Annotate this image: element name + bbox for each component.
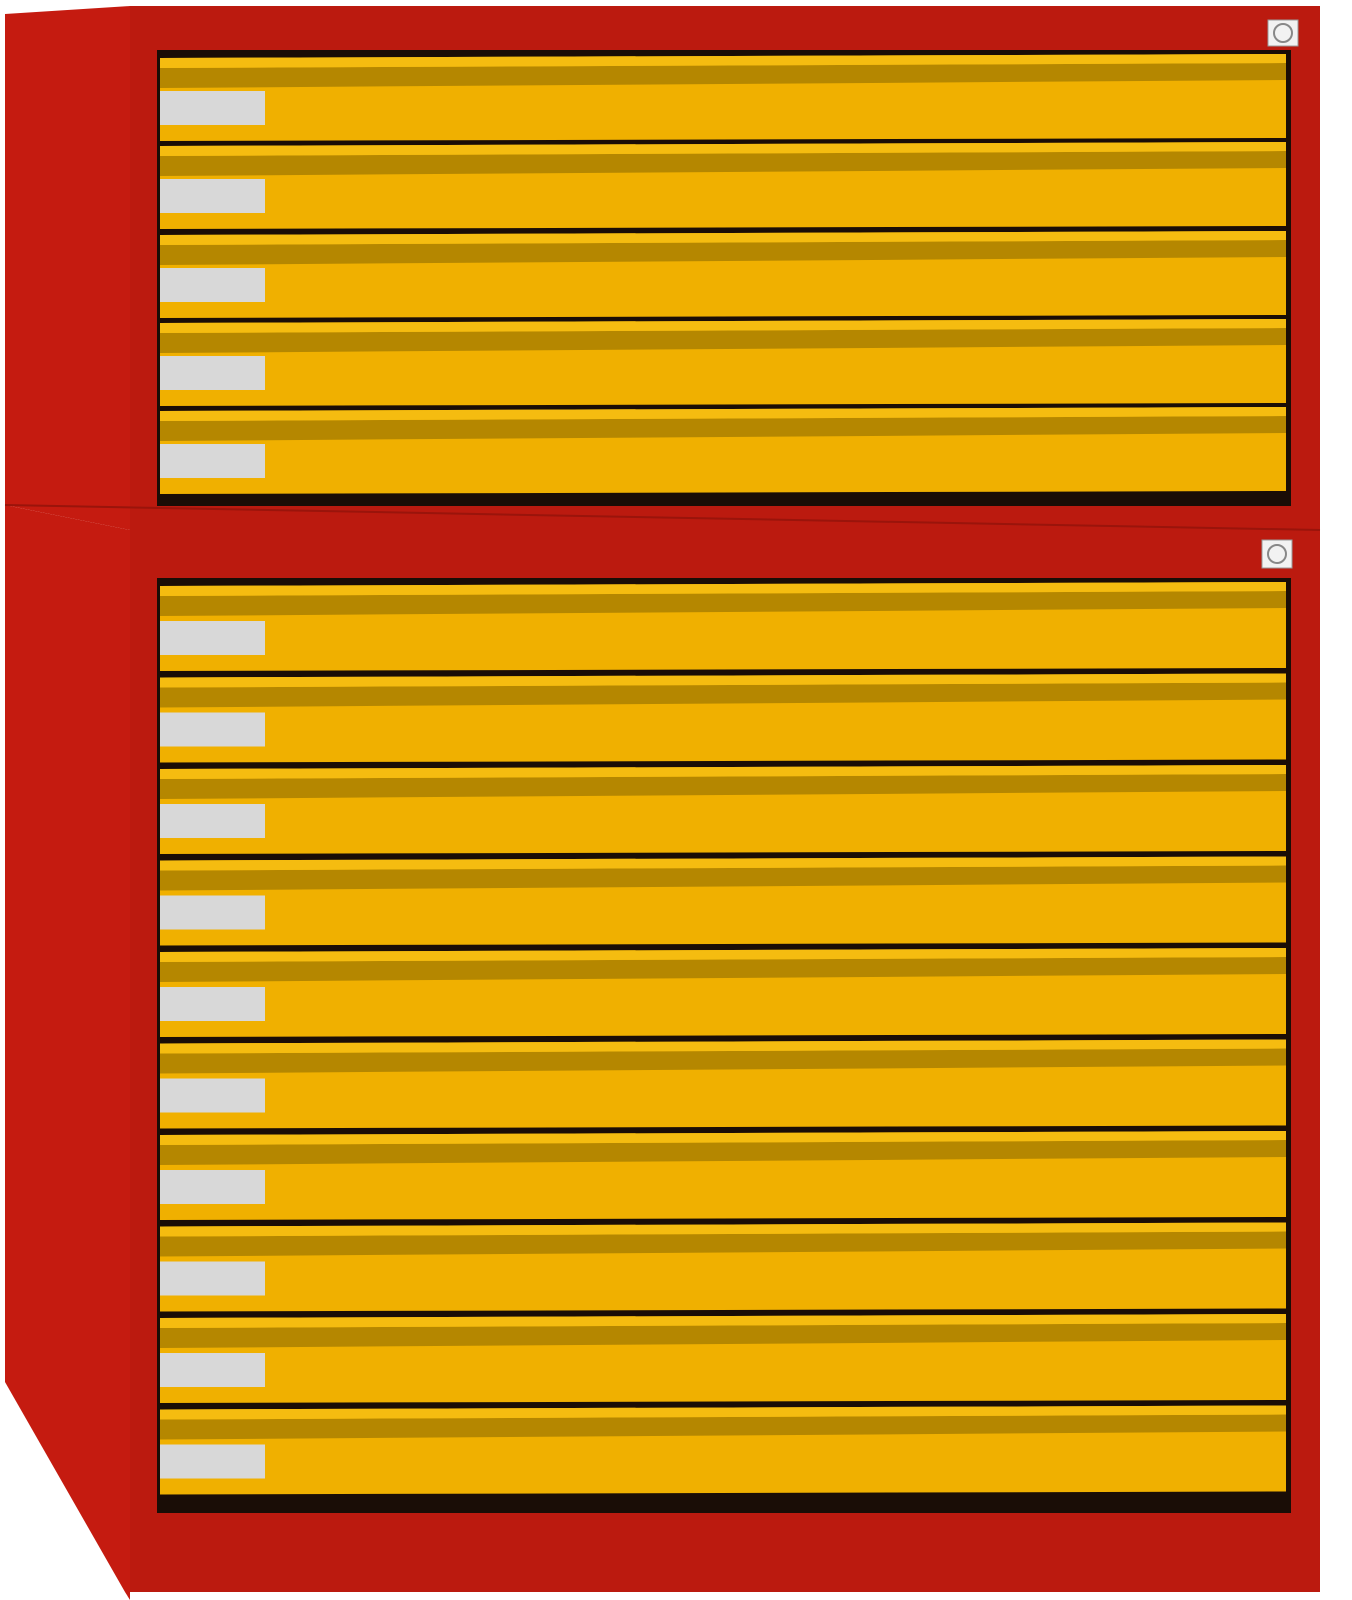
drawer-handle-lip	[160, 1222, 1286, 1237]
drawer-label	[160, 1078, 265, 1113]
drawer-handle-lip	[160, 856, 1286, 871]
bottom-unit-side	[5, 505, 130, 1600]
drawer-label	[160, 712, 265, 747]
drawer-handle-shadow	[160, 240, 1286, 265]
drawer-handle-lip	[160, 231, 1286, 245]
drawer-label	[160, 1261, 265, 1296]
lock	[1273, 23, 1293, 43]
drawer-handle-lip	[160, 948, 1286, 962]
drawer-label	[160, 179, 265, 213]
drawer-label	[160, 1444, 265, 1479]
drawer-handle-lip	[160, 1039, 1286, 1054]
drawer-handle-lip	[160, 1405, 1286, 1420]
drawer-label	[160, 987, 265, 1021]
drawer-handle-shadow	[160, 774, 1286, 799]
drawer-label	[160, 895, 265, 930]
drawer-label	[160, 91, 265, 125]
unit-seam	[4, 504, 1321, 531]
drawer-handle-shadow	[160, 1231, 1286, 1257]
drawer-handle-shadow	[160, 1414, 1286, 1440]
drawer-handle-lip	[160, 1131, 1286, 1145]
drawer-handle-lip	[160, 319, 1286, 333]
drawer-handle-shadow	[160, 63, 1286, 88]
drawer-handle-shadow	[160, 1323, 1286, 1348]
drawer-handle-lip	[160, 673, 1286, 688]
drawer-handle-shadow	[160, 151, 1286, 176]
drawer-handle-shadow	[160, 328, 1286, 353]
drawer-handle-lip	[160, 1314, 1286, 1328]
drawer-handle-shadow	[160, 1048, 1286, 1074]
drawer-handle-shadow	[160, 682, 1286, 708]
drawer-label	[160, 804, 265, 838]
drawer-handle-shadow	[160, 591, 1286, 616]
drawer-label	[160, 268, 265, 302]
drawer-handle-lip	[160, 142, 1286, 156]
drawer-label	[160, 1170, 265, 1204]
lock	[1267, 544, 1287, 564]
drawer-handle-shadow	[160, 957, 1286, 982]
drawer-handle-lip	[160, 54, 1286, 68]
drawer-handle-lip	[160, 582, 1286, 596]
drawer-handle-shadow	[160, 865, 1286, 891]
top-unit-side	[5, 6, 130, 530]
drawer-label	[160, 1353, 265, 1387]
drawer-handle-shadow	[160, 1140, 1286, 1165]
drawer-label	[160, 621, 265, 655]
drawer-label	[160, 356, 265, 390]
drawer-handle-lip	[160, 765, 1286, 779]
drawer-label	[160, 444, 265, 478]
drawer-handle-shadow	[160, 416, 1286, 441]
drawer-handle-lip	[160, 407, 1286, 421]
